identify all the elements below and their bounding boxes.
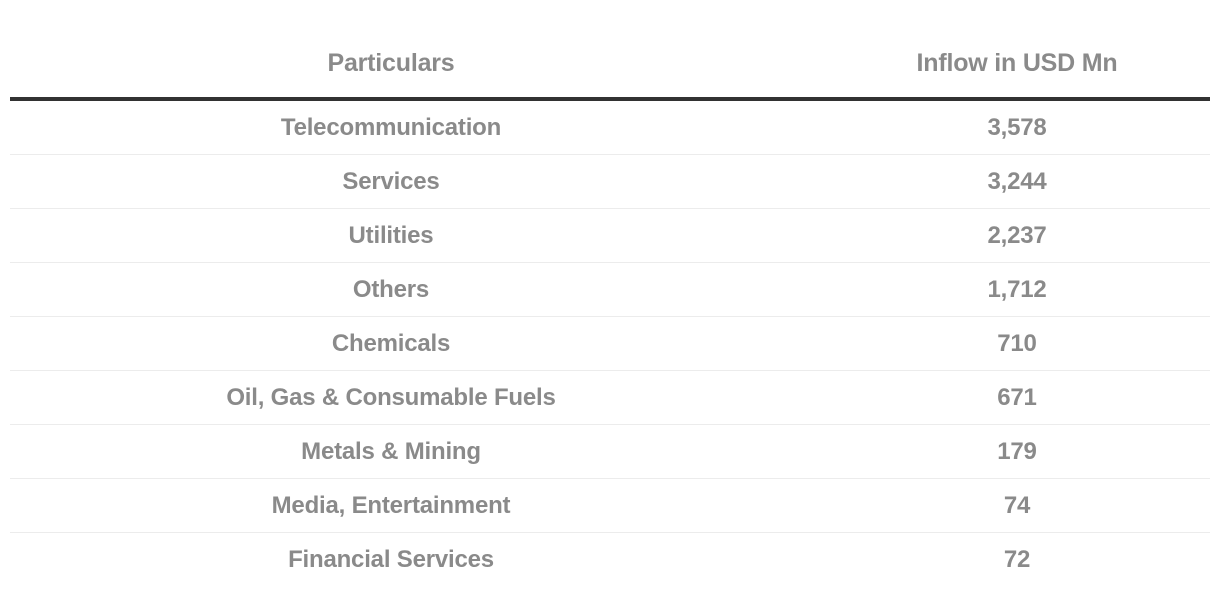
table-row: Services 3,244 [10, 155, 1210, 209]
inflow-cell: 3,244 [987, 167, 1047, 195]
particulars-cell: Services [342, 167, 440, 195]
table-row: Others 1,712 [10, 263, 1210, 317]
particulars-cell: Chemicals [331, 329, 451, 357]
inflow-cell: 671 [997, 383, 1037, 411]
particulars-cell: Metals & Mining [301, 437, 481, 465]
particulars-cell: Media, Entertainment [271, 491, 511, 519]
table-row: Financial Services 72 [10, 533, 1210, 587]
particulars-cell: Telecommunication [280, 113, 502, 141]
inflow-cell: 710 [997, 329, 1037, 357]
table-row: Media, Entertainment 74 [10, 479, 1210, 533]
inflow-cell: 74 [1003, 491, 1031, 519]
table-body: Telecommunication 3,578 Services 3,244 U… [10, 101, 1210, 587]
inflow-cell: 179 [997, 437, 1037, 465]
particulars-cell: Utilities [348, 221, 434, 249]
table-row: Oil, Gas & Consumable Fuels 671 [10, 371, 1210, 425]
table-header-row: Particulars Inflow in USD Mn [10, 29, 1210, 101]
table-row: Chemicals 710 [10, 317, 1210, 371]
particulars-cell: Others [352, 275, 430, 303]
table-row: Metals & Mining 179 [10, 425, 1210, 479]
inflow-cell: 72 [1003, 546, 1031, 573]
table-row: Telecommunication 3,578 [10, 101, 1210, 155]
column-header-particulars: Particulars [327, 48, 455, 77]
inflow-cell: 1,712 [987, 275, 1047, 303]
inflow-table: Particulars Inflow in USD Mn Telecommuni… [10, 29, 1210, 587]
inflow-cell: 2,237 [987, 221, 1047, 249]
particulars-cell: Financial Services [288, 546, 494, 573]
table-row: Utilities 2,237 [10, 209, 1210, 263]
inflow-cell: 3,578 [987, 113, 1047, 141]
particulars-cell: Oil, Gas & Consumable Fuels [226, 383, 556, 411]
column-header-inflow: Inflow in USD Mn [916, 48, 1118, 77]
